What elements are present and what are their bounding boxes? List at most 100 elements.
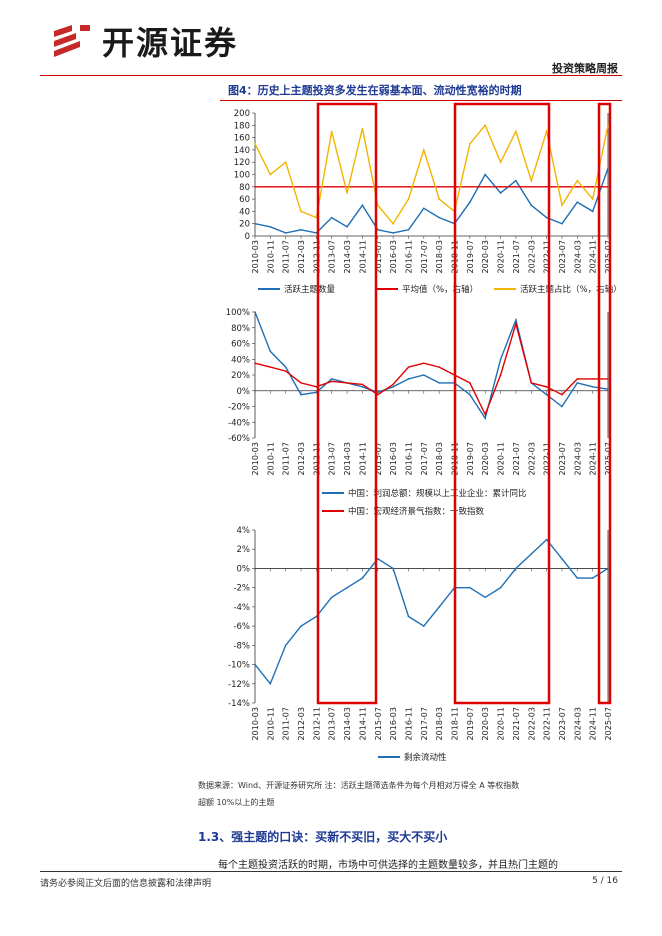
x-tick-label: 2019-07 (466, 442, 475, 475)
data-point (376, 204, 379, 207)
x-tick-label: 2023-07 (558, 707, 567, 740)
header-divider (40, 75, 622, 76)
data-point (561, 558, 563, 560)
data-point (254, 311, 256, 313)
data-point (376, 391, 379, 394)
data-point (392, 383, 394, 386)
x-tick-label: 2020-03 (481, 442, 490, 475)
data-point (330, 378, 333, 380)
data-point (561, 405, 563, 408)
y-tick-label: 2% (237, 545, 251, 555)
data-point (484, 186, 487, 188)
page-number: 5 / 16 (592, 876, 618, 886)
data-point (330, 216, 333, 219)
data-point (376, 558, 379, 560)
data-point (469, 393, 471, 396)
y-tick-label: -4% (233, 603, 250, 613)
data-point (545, 386, 548, 388)
data-point (530, 382, 533, 384)
data-point (300, 382, 302, 384)
data-point (300, 393, 302, 396)
data-point (576, 186, 579, 188)
data-point (407, 615, 410, 618)
x-tick-label: 2010-03 (251, 707, 260, 740)
legend-label: 活跃主题占比（%，右轴） (520, 284, 622, 295)
y-tick-label: -20% (228, 403, 250, 413)
data-point (300, 186, 302, 188)
data-point (361, 186, 364, 188)
data-point (361, 577, 364, 579)
data-point (484, 124, 487, 127)
x-tick-label: 2024-11 (589, 240, 598, 273)
x-tick-label: 2019-07 (466, 707, 475, 740)
legend-label: 中国：利润总额：规模以上工业企业：累计同比 (348, 488, 527, 499)
data-point (330, 186, 333, 188)
y-tick-label: -40% (228, 418, 250, 428)
data-point (499, 586, 502, 589)
series-line-3 (254, 123, 609, 225)
x-tick-label: 2011-07 (282, 707, 291, 740)
note-line-1: 数据来源：Wind、开源证券研究所 注：活跃主题筛选条件为每个月相对万得全 A … (198, 781, 520, 790)
data-point (346, 225, 348, 228)
x-tick-label: 2014-11 (358, 442, 367, 475)
x-tick-label: 2022-11 (543, 707, 552, 740)
y-tick-label: 80% (231, 324, 250, 334)
y-tick-label: -60% (228, 434, 250, 444)
data-point (407, 186, 410, 188)
y-tick-label: 4% (237, 526, 251, 536)
x-tick-label: 2018-03 (435, 442, 444, 475)
x-tick-label: 2016-03 (389, 707, 398, 740)
x-tick-label: 2015-07 (374, 442, 383, 475)
data-point (499, 192, 502, 194)
data-point (284, 186, 287, 188)
data-point (284, 232, 287, 234)
data-point (607, 167, 609, 170)
x-tick-label: 2025-07 (604, 240, 613, 273)
data-point (284, 161, 287, 163)
report-type: 投资策略周报 (552, 62, 618, 75)
x-tick-label: 2014-03 (343, 707, 352, 740)
data-point (545, 538, 548, 541)
data-point (361, 383, 364, 386)
logo-mark-icon (54, 25, 90, 57)
data-point (469, 586, 471, 589)
x-tick-label: 2010-03 (251, 442, 260, 475)
data-point (346, 586, 348, 589)
x-tick-label: 2021-07 (512, 442, 521, 475)
data-point (392, 222, 394, 225)
data-point (484, 413, 487, 416)
data-point (284, 644, 287, 647)
y-tick-label: 120 (234, 158, 250, 168)
x-tick-label: 2014-11 (358, 240, 367, 273)
x-tick-label: 2021-07 (512, 707, 521, 740)
x-tick-label: 2010-11 (266, 240, 275, 273)
x-tick-label: 2022-03 (527, 442, 536, 475)
data-point (607, 378, 609, 380)
legend-label: 活跃主题数量 (284, 284, 336, 295)
data-point (576, 179, 579, 182)
x-tick-label: 2012-03 (297, 240, 306, 273)
x-tick-label: 2018-03 (435, 240, 444, 273)
y-tick-label: 0% (237, 564, 251, 574)
data-point (530, 186, 533, 188)
data-point (269, 173, 272, 176)
y-tick-label: 180 (234, 121, 250, 131)
x-tick-label: 2022-11 (543, 240, 552, 273)
chart-note: 数据来源：Wind、开源证券研究所 注：活跃主题筛选条件为每个月相对万得全 A … (198, 777, 628, 811)
data-point (591, 198, 594, 200)
data-point (392, 567, 394, 570)
data-point (284, 370, 287, 372)
x-tick-label: 2023-07 (558, 240, 567, 273)
data-point (561, 186, 563, 188)
x-tick-label: 2015-07 (374, 240, 383, 273)
highlight-period-box (316, 102, 378, 705)
data-point (269, 186, 272, 188)
data-point (361, 386, 364, 388)
x-tick-label: 2016-11 (404, 240, 413, 273)
y-tick-label: 0% (237, 387, 251, 397)
data-point (545, 216, 548, 219)
data-point (576, 577, 579, 579)
data-point (330, 596, 333, 599)
data-point (254, 663, 256, 666)
